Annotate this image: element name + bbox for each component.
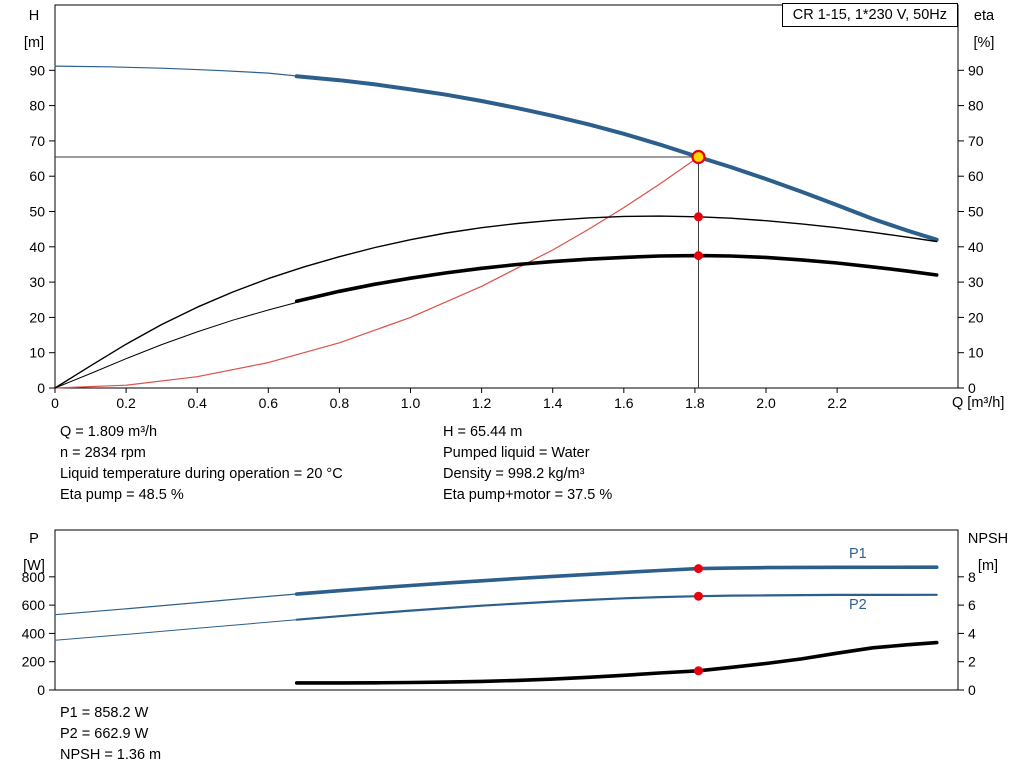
npsh-axis-unit: [m]: [977, 558, 999, 574]
p2-curve-thick: [295, 593, 938, 621]
eta-pump-motor-curve-thick: [294, 253, 939, 304]
info-speed: n = 2834 rpm: [60, 445, 146, 461]
power-npsh-chart-left-tick-label: 600: [22, 597, 46, 613]
hq-eta-chart-x-tick-label: 1.4: [543, 395, 563, 411]
p2-curve-thin: [54, 618, 305, 641]
info-eta-pump-motor: Eta pump+motor = 37.5 %: [443, 487, 613, 503]
power-npsh-chart-left-tick-label: 0: [37, 682, 45, 698]
hq-eta-chart-right-tick-label: 40: [968, 239, 984, 255]
hq-eta-chart-frame: [54, 4, 959, 389]
power-info-column: P1 = 858.2 W P2 = 662.9 W NPSH = 1.36 m: [60, 703, 161, 766]
h-axis-title: H [m]: [14, 3, 54, 57]
hq-eta-chart-x-tick-label: 0.2: [116, 395, 136, 411]
power-npsh-chart-left-tick-label: 200: [22, 654, 46, 670]
hq-eta-chart-x-tick-label: 0.6: [259, 395, 279, 411]
p2-duty-point: [693, 591, 703, 601]
info-head: H = 65.44 m: [443, 424, 523, 440]
npsh-duty-point: [693, 666, 703, 676]
pump-title-text: CR 1-15, 1*230 V, 50Hz: [792, 7, 947, 23]
p1-curve-thin: [54, 592, 305, 616]
info-density: Density = 998.2 kg/m³: [443, 466, 585, 482]
hq-eta-chart-x-tick-label: 2.2: [827, 395, 847, 411]
info-p2: P2 = 662.9 W: [60, 726, 149, 742]
h-axis-symbol: H: [28, 8, 40, 24]
hq-eta-chart-left-tick-label: 90: [29, 62, 45, 78]
hq-eta-chart-right-tick-label: 30: [968, 274, 984, 290]
eta-pump-motor-duty-point: [693, 251, 703, 261]
info-liquid-temperature: Liquid temperature during operation = 20…: [60, 466, 343, 482]
info-p1: P1 = 858.2 W: [60, 705, 149, 721]
info-flow: Q = 1.809 m³/h: [60, 424, 158, 440]
hq-eta-chart-x-tick-label: 1.2: [472, 395, 492, 411]
hq-eta-chart-x-tick-label: 0: [51, 395, 59, 411]
hq-eta-chart-x-tick-label: 1.6: [614, 395, 634, 411]
h-curve-thick: [294, 74, 939, 242]
hq-eta-chart-right-tick-label: 60: [968, 168, 984, 184]
p1-duty-point: [693, 564, 703, 574]
eta-axis-unit: [%]: [973, 35, 995, 51]
system-curve: [54, 156, 700, 389]
hq-eta-chart-right-tick-label: 10: [968, 345, 984, 361]
q-axis-label: Q [m³/h]: [952, 395, 1005, 411]
hq-eta-chart-left-tick-label: 40: [29, 239, 45, 255]
hq-eta-chart-x-tick-label: 0.8: [330, 395, 350, 411]
eta-axis-symbol: eta: [973, 8, 995, 24]
power-npsh-chart-right-tick-label: 0: [968, 682, 976, 698]
p2-series-label: P2: [849, 597, 867, 613]
power-npsh-chart-left-tick-label: 400: [22, 625, 46, 641]
duty-info-left-column: Q = 1.809 m³/h n = 2834 rpm Liquid tempe…: [60, 422, 343, 506]
hq-eta-chart-x-tick-label: 0.4: [187, 395, 207, 411]
hq-eta-chart-left-tick-label: 10: [29, 345, 45, 361]
p-axis-title: P [W]: [14, 526, 54, 580]
npsh-curve: [294, 640, 939, 685]
hq-eta-chart-left-tick-label: 20: [29, 309, 45, 325]
eta-pump-motor-curve-thin: [54, 300, 305, 389]
power-npsh-chart-right-tick-label: 8: [968, 569, 976, 585]
hq-eta-chart-right-tick-label: 90: [968, 62, 984, 78]
hq-eta-chart-left-tick-label: 70: [29, 133, 45, 149]
power-npsh-chart-right-tick-label: 2: [968, 654, 976, 670]
hq-eta-chart-x-tick-label: 1.0: [401, 395, 421, 411]
hq-eta-chart-left-tick-label: 60: [29, 168, 45, 184]
hq-eta-chart-right-tick-label: 50: [968, 204, 984, 220]
hq-eta-chart-right-tick-label: 70: [968, 133, 984, 149]
hq-eta-chart-right-tick-label: 0: [968, 380, 976, 396]
pump-title-box: CR 1-15, 1*230 V, 50Hz: [781, 3, 958, 27]
info-eta-pump: Eta pump = 48.5 %: [60, 487, 184, 503]
power-npsh-chart-right-tick-label: 6: [968, 597, 976, 613]
power-npsh-chart-left-tick-label: 800: [22, 569, 46, 585]
hq-eta-chart-left-tick-label: 50: [29, 204, 45, 220]
p1-series-label: P1: [849, 546, 867, 562]
eta-pump-duty-point: [693, 212, 703, 222]
hq-eta-chart-left-tick-label: 0: [37, 380, 45, 396]
p-axis-symbol: P: [29, 531, 39, 547]
p-axis-unit: [W]: [23, 558, 45, 574]
hq-eta-chart-left-tick-label: 30: [29, 274, 45, 290]
hq-eta-chart-right-tick-label: 20: [968, 309, 984, 325]
hq-eta-chart-x-tick-label: 1.8: [685, 395, 705, 411]
hq-eta-chart-x-tick-label: 2.0: [756, 395, 776, 411]
p1-curve-thick: [294, 565, 939, 596]
npsh-axis-title: NPSH [m]: [958, 526, 1018, 580]
eta-pump-curve: [54, 215, 938, 389]
duty-point: [691, 149, 706, 165]
info-npsh: NPSH = 1.36 m: [60, 747, 162, 763]
info-pumped-liquid: Pumped liquid = Water: [443, 445, 590, 461]
q-axis-title: Q [m³/h]: [952, 393, 1022, 414]
hq-eta-chart-right-tick-label: 80: [968, 98, 984, 114]
hq-eta-chart-left-tick-label: 80: [29, 98, 45, 114]
npsh-axis-symbol: NPSH: [967, 531, 1009, 547]
power-npsh-chart-frame: [54, 529, 959, 691]
eta-axis-title: eta [%]: [962, 3, 1006, 57]
h-curve-thin: [54, 65, 305, 78]
h-axis-unit: [m]: [23, 35, 45, 51]
duty-info-right-column: H = 65.44 m Pumped liquid = Water Densit…: [443, 422, 612, 506]
power-npsh-chart-right-tick-label: 4: [968, 625, 976, 641]
